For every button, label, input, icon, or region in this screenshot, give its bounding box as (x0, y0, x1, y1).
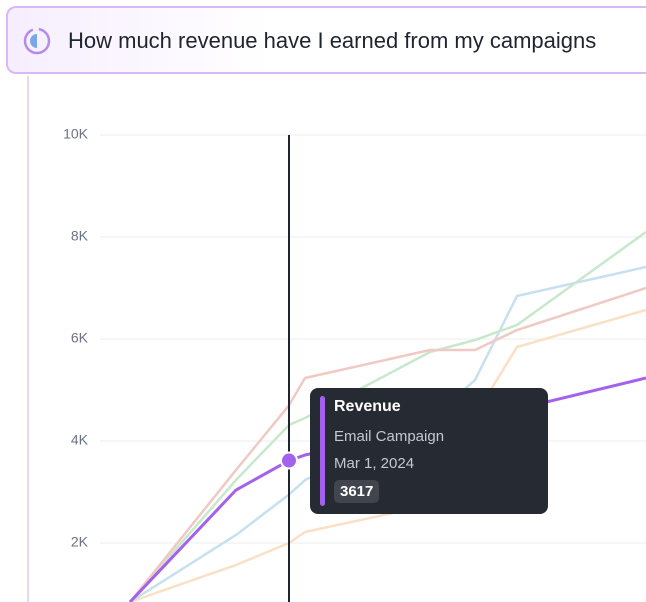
tooltip: Revenue Email Campaign Mar 1, 2024 3617 (310, 388, 548, 514)
y-tick-label: 4K (71, 432, 89, 448)
tooltip-series: Email Campaign (334, 428, 445, 445)
y-tick-label: 6K (71, 330, 89, 346)
series-line (129, 230, 646, 602)
series-line (129, 308, 646, 602)
hover-point (280, 451, 298, 470)
icon (23, 27, 51, 55)
tooltip-date: Mar 1, 2024 (334, 455, 415, 472)
y-tick-label: 2K (71, 534, 89, 550)
y-tick-label: 10K (63, 126, 89, 142)
tooltip-value: 3617 (334, 480, 380, 503)
series-line (129, 286, 646, 602)
rail (27, 76, 29, 602)
tooltip-swatch (320, 396, 325, 506)
tooltip-title: Revenue (334, 398, 401, 415)
prompt-box[interactable]: How much revenue have I earned from my c… (6, 6, 646, 74)
prompt-text: How much revenue have I earned from my c… (68, 28, 597, 53)
y-tick-label: 8K (71, 228, 89, 244)
